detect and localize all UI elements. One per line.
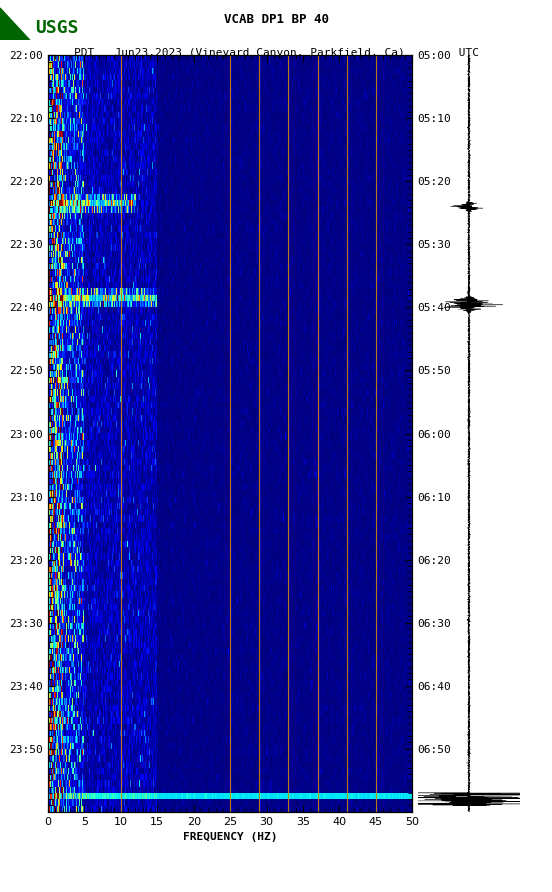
Text: VCAB DP1 BP 40: VCAB DP1 BP 40 — [224, 13, 328, 26]
X-axis label: FREQUENCY (HZ): FREQUENCY (HZ) — [183, 832, 278, 842]
Polygon shape — [0, 8, 30, 40]
Text: PDT   Jun23,2023 (Vineyard Canyon, Parkfield, Ca)        UTC: PDT Jun23,2023 (Vineyard Canyon, Parkfie… — [73, 48, 479, 58]
Text: USGS: USGS — [35, 19, 78, 37]
